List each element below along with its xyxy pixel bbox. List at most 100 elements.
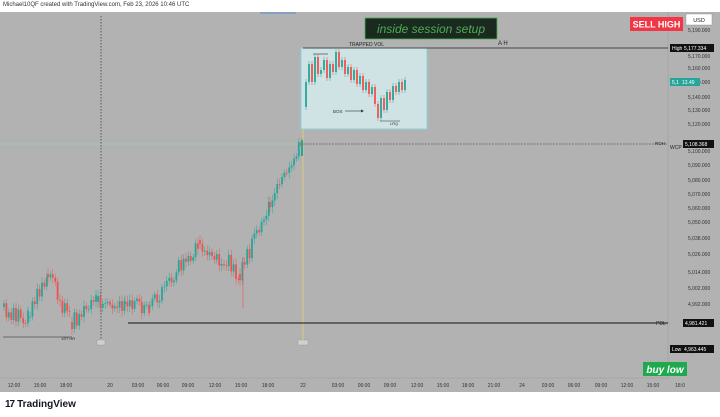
candle-body <box>104 303 107 305</box>
current-price-badge <box>670 78 700 86</box>
time-tick-label: 09:00 <box>384 383 397 389</box>
candle-body <box>116 306 119 308</box>
candle-body <box>99 296 102 308</box>
candle-body <box>203 250 206 252</box>
time-tick-label: 18:0 <box>675 383 685 389</box>
candle-body <box>68 311 71 312</box>
candles <box>3 49 406 335</box>
candle-body <box>227 254 230 267</box>
candle-body <box>197 243 199 249</box>
time-tick-label: 18:00 <box>462 383 475 389</box>
buy-low-label: buy low <box>646 365 684 376</box>
time-scale[interactable] <box>0 378 720 392</box>
candle-body <box>66 303 69 312</box>
candle-body <box>49 274 52 278</box>
candle-body <box>206 250 209 256</box>
time-tick-label: 15:00 <box>437 383 450 389</box>
pdl-badge <box>683 319 714 327</box>
time-tick-label: 22 <box>300 383 306 389</box>
day-separator-label <box>96 339 106 346</box>
candle-body <box>151 298 154 307</box>
candle-body <box>263 219 265 222</box>
buy-low-box <box>643 362 687 376</box>
candle-body <box>3 303 5 307</box>
candle-body <box>163 286 166 288</box>
candle-body <box>317 57 319 74</box>
candle-body <box>260 221 263 233</box>
candle-body <box>173 280 175 283</box>
high-badge-label: High <box>672 46 683 52</box>
candle-body <box>131 300 134 309</box>
time-tick-label: 15:00 <box>235 383 248 389</box>
candle-body <box>269 202 271 208</box>
candle-body <box>211 251 213 257</box>
candle-body <box>199 240 201 244</box>
candle-body <box>158 300 161 303</box>
attribution-header: Michael10QF created with TradingView.com… <box>0 0 720 12</box>
price-scale[interactable] <box>668 12 720 378</box>
candle-body <box>41 282 43 297</box>
price-tick-label: 5,070.000 <box>688 192 710 198</box>
high-badge-value: 5,177.334 <box>684 46 706 52</box>
candle-body <box>143 304 146 314</box>
price-tick-label: 4,992.000 <box>688 302 710 308</box>
candle-body <box>63 303 66 313</box>
candle-body <box>353 70 355 80</box>
candle-body <box>85 305 88 310</box>
candle-body <box>305 82 307 107</box>
sell-high-label: SELL HIGH <box>633 20 681 30</box>
candle-body <box>87 309 90 310</box>
session-box[interactable] <box>300 47 428 130</box>
candle-body <box>83 305 85 317</box>
time-tick-label: 15:00 <box>647 383 660 389</box>
candle-body <box>43 282 46 287</box>
candle-body <box>19 309 22 318</box>
attribution-text: Michael10QF created with TradingView.com… <box>3 2 190 8</box>
candle-body <box>123 301 126 311</box>
ah-label: A H <box>498 41 508 47</box>
price-chart[interactable]: TRAPPED VOL A H BOS LRQ ROH WCP PDL 1ST … <box>0 12 720 392</box>
candle-body <box>401 82 403 90</box>
candle-body <box>389 92 391 100</box>
candle-body <box>149 306 151 307</box>
price-tick-label: 5,014.000 <box>688 270 710 276</box>
price-tick-label: 5,050.000 <box>688 220 710 226</box>
candle-body <box>285 172 288 174</box>
candle-body <box>15 307 17 322</box>
candle-body <box>253 233 256 239</box>
candle-body <box>251 238 253 259</box>
candle-body <box>138 298 141 302</box>
candle-body <box>145 304 148 306</box>
sell-high-box <box>630 17 683 31</box>
chart-canvas[interactable]: TRAPPED VOL A H BOS LRQ ROH WCP PDL 1ST … <box>0 12 720 392</box>
candle-body <box>56 281 59 300</box>
candle-body <box>308 64 310 82</box>
lrq-label: LRQ <box>390 121 398 126</box>
tradingview-logo[interactable]: 17 TradingView <box>5 399 76 410</box>
session-open-label <box>297 339 309 346</box>
candle-body <box>140 301 143 314</box>
candle-body <box>248 248 251 259</box>
candle-body <box>383 98 385 110</box>
currency-selector[interactable] <box>685 13 713 26</box>
candle-body <box>290 165 293 168</box>
inside-session-setup-label: inside session setup <box>377 22 485 36</box>
candle-body <box>133 300 136 309</box>
time-tick-label: 21:00 <box>488 383 501 389</box>
candle-body <box>377 104 379 118</box>
candle-body <box>194 243 197 258</box>
candle-body <box>22 317 25 324</box>
candle-body <box>90 300 93 310</box>
bos-label: BOS <box>333 109 343 114</box>
time-tick-label: 18:00 <box>262 383 275 389</box>
candle-body <box>243 262 246 265</box>
candle-body <box>7 312 10 318</box>
candle-body <box>362 76 364 90</box>
candle-body <box>95 295 97 302</box>
candle-body <box>237 278 240 280</box>
candle-body <box>404 80 406 90</box>
candle-body <box>126 301 129 307</box>
candle-body <box>371 87 373 94</box>
candle-body <box>365 82 367 90</box>
candle-body <box>338 52 340 67</box>
